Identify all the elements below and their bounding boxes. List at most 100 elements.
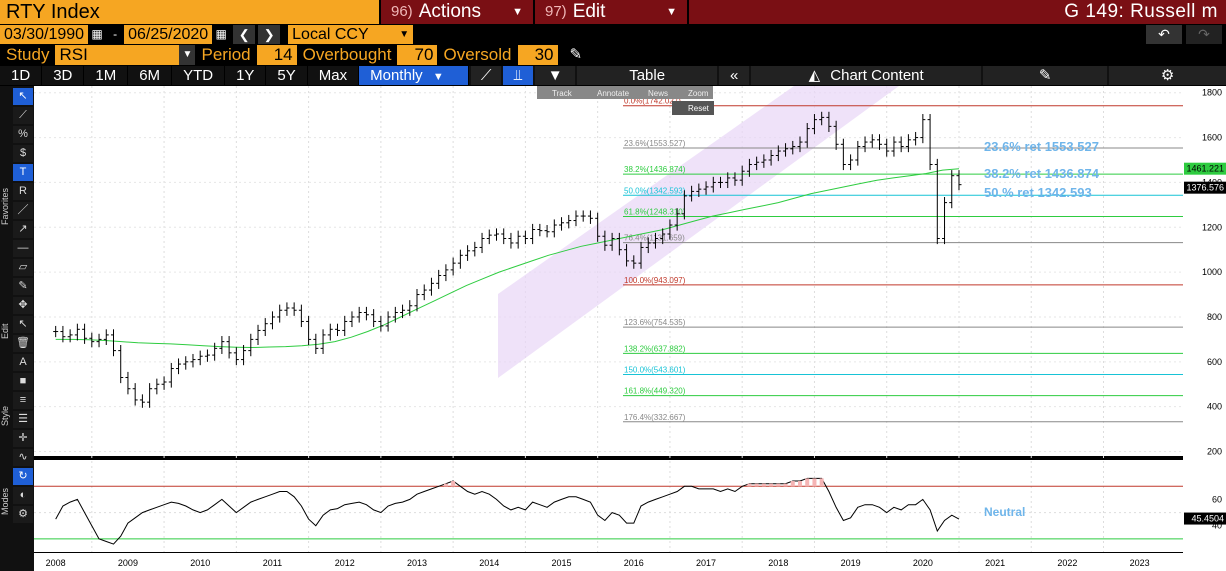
- period-5y[interactable]: 5Y: [266, 66, 308, 85]
- rsi-mode-icon[interactable]: ∿: [13, 449, 33, 466]
- actions-number: 96): [391, 3, 413, 20]
- y-tick-label: 600: [1207, 357, 1222, 367]
- fib-level-label: 176.4%(332.667): [624, 413, 686, 422]
- y-tick-label: 400: [1207, 402, 1222, 412]
- ray-tool-icon[interactable]: ↗: [13, 221, 33, 238]
- font-style-icon[interactable]: A: [13, 354, 33, 371]
- contrast-icon[interactable]: ◐: [13, 487, 33, 504]
- date-range-bar: 03/30/1990 ▦ - 06/25/2020 ▦ ❮ ❯ Local CC…: [0, 25, 1226, 44]
- horizontal-line-icon[interactable]: ―: [13, 240, 33, 257]
- channel-tool-icon[interactable]: ▱: [13, 259, 33, 276]
- line-tool-icon[interactable]: ／: [13, 202, 33, 219]
- x-axis-bg: [34, 553, 1183, 571]
- start-date-field[interactable]: 03/30/1990: [0, 25, 89, 44]
- fib-level-label: 61.8%(1248.310): [624, 207, 686, 216]
- fill-color-icon[interactable]: ■: [13, 373, 33, 390]
- news-button[interactable]: News: [648, 89, 668, 98]
- redo-icon[interactable]: ↷: [1186, 25, 1222, 44]
- rsi-y-tick-label: 40: [1212, 521, 1222, 531]
- delete-icon[interactable]: 🗑: [13, 335, 33, 352]
- caret-down-icon: ▼: [666, 6, 677, 18]
- trendline-icon[interactable]: ⟋: [13, 107, 33, 124]
- overbought-input[interactable]: 70: [397, 45, 438, 65]
- rsi-overbought-fill: [451, 481, 456, 487]
- period-ytd[interactable]: YTD: [172, 66, 226, 85]
- undo-icon[interactable]: ↶: [1146, 25, 1182, 44]
- collapse-left-icon[interactable]: «: [719, 66, 750, 85]
- chart-content-icon: ◭: [808, 67, 821, 84]
- period-input[interactable]: 14: [256, 45, 297, 65]
- chart-content-label: Chart Content: [830, 67, 924, 84]
- select-tool-icon[interactable]: ↖: [13, 316, 33, 333]
- text-tool-icon[interactable]: T: [13, 164, 33, 181]
- y-tick-label: 800: [1207, 312, 1222, 322]
- actions-menu[interactable]: 96) Actions ▼: [381, 0, 533, 24]
- ticker-field[interactable]: RTY Index: [0, 0, 379, 24]
- rsi-overbought-fill: [805, 478, 810, 487]
- caret-down-icon: ▼: [512, 6, 523, 18]
- crosshair-icon[interactable]: ✛: [13, 430, 33, 447]
- overbought-label: Overbought: [302, 45, 392, 64]
- reset-button[interactable]: Reset: [688, 104, 710, 113]
- dollar-tool-icon[interactable]: $: [13, 145, 33, 162]
- next-arrow-icon[interactable]: ❯: [258, 25, 281, 44]
- caret-down-icon: ▼: [432, 71, 444, 83]
- x-tick-label: 2014: [479, 558, 499, 568]
- cursor-icon[interactable]: ↖: [13, 88, 33, 105]
- settings-gear-icon[interactable]: ⚙: [1109, 66, 1226, 85]
- chart-content-button[interactable]: ◭ Chart Content: [751, 66, 982, 85]
- edit-chart-icon[interactable]: ✎: [983, 66, 1108, 85]
- settings-small-icon[interactable]: ⚙: [13, 506, 33, 523]
- move-tool-icon[interactable]: ✥: [13, 297, 33, 314]
- frequency-select[interactable]: Monthly ▼: [359, 66, 470, 85]
- bar-chart-icon[interactable]: ⫫: [503, 66, 534, 85]
- annotation-50: 50.% ret 1342.593: [984, 185, 1092, 200]
- period-1m[interactable]: 1M: [84, 66, 129, 85]
- frequency-value: Monthly: [370, 67, 423, 84]
- calendar-icon[interactable]: ▦: [215, 27, 227, 41]
- annotate-button[interactable]: Annotate: [597, 89, 630, 98]
- oversold-label: Oversold: [443, 45, 512, 64]
- rsi-overbought-fill: [819, 478, 824, 487]
- line-width-icon[interactable]: ☰: [13, 411, 33, 428]
- oversold-input[interactable]: 30: [517, 45, 558, 65]
- rsi-overbought-fill: [776, 483, 781, 487]
- moving-average-line: [55, 168, 960, 349]
- period-max[interactable]: Max: [308, 66, 360, 85]
- header-bar: RTY Index 96) Actions ▼ 97) Edit ▼ G 149…: [0, 0, 1226, 24]
- fib-level-label: 123.6%(754.535): [624, 318, 686, 327]
- ma-price-tag: 1461.221: [1186, 164, 1224, 174]
- edit-menu[interactable]: 97) Edit ▼: [535, 0, 687, 24]
- study-select[interactable]: RSI ▼: [55, 45, 196, 65]
- track-button[interactable]: Track: [552, 89, 573, 98]
- line-style-icon[interactable]: ≡: [13, 392, 33, 409]
- pen-tool-icon[interactable]: ✎: [13, 278, 33, 295]
- fib-level-label: 138.2%(637.882): [624, 344, 686, 353]
- study-bar: Study RSI ▼ Period 14 Overbought 70 Over…: [0, 45, 1226, 65]
- currency-select[interactable]: Local CCY ▼: [288, 25, 414, 44]
- end-date-field[interactable]: 06/25/2020: [124, 25, 213, 44]
- period-1d[interactable]: 1D: [0, 66, 43, 85]
- chart-svg[interactable]: 0.0%(1742.027) 23.6%(1553.527) 38.2%(1436.…: [19, 86, 1226, 571]
- chart-type-dropdown-icon[interactable]: ▼: [535, 66, 576, 85]
- percent-tool-icon[interactable]: %: [13, 126, 33, 143]
- x-tick-label: 2017: [696, 558, 716, 568]
- x-tick-label: 2011: [263, 558, 282, 568]
- table-button[interactable]: Table: [577, 66, 718, 85]
- pencil-icon[interactable]: ✎: [569, 46, 583, 63]
- ma-price-tag-bg: [1184, 162, 1226, 175]
- refresh-mode-icon[interactable]: ↻: [13, 468, 33, 485]
- calendar-icon[interactable]: ▦: [91, 27, 103, 41]
- edit-label: Edit: [572, 1, 606, 22]
- line-chart-icon[interactable]: ⟋: [471, 66, 502, 85]
- rsi-overbought-fill: [790, 481, 795, 487]
- period-3d[interactable]: 3D: [42, 66, 85, 85]
- retracement-icon[interactable]: R: [13, 183, 33, 200]
- period-1y[interactable]: 1Y: [225, 66, 267, 85]
- x-tick-label: 2009: [118, 558, 138, 568]
- period-6m[interactable]: 6M: [128, 66, 173, 85]
- chart-area[interactable]: 0.0%(1742.027) 23.6%(1553.527) 38.2%(1436.…: [19, 86, 1226, 571]
- rsi-overbought-fill: [754, 483, 759, 487]
- zoom-button[interactable]: Zoom: [688, 89, 709, 98]
- prev-arrow-icon[interactable]: ❮: [233, 25, 256, 44]
